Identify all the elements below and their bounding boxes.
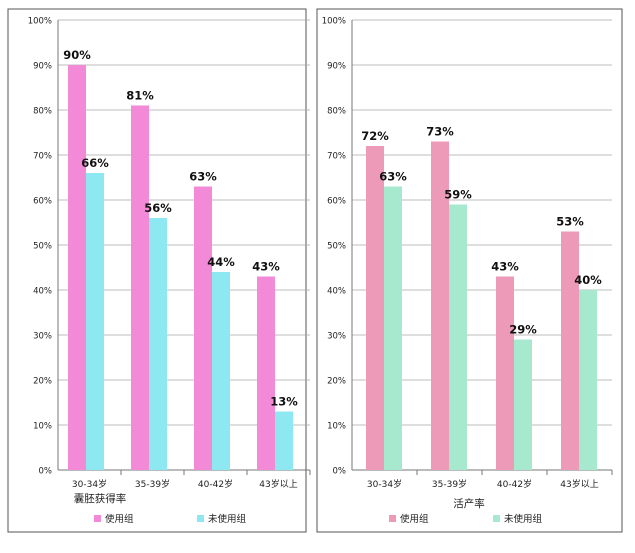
data-label: 90% — [63, 48, 91, 62]
y-tick-label: 40% — [33, 287, 52, 297]
data-label: 43% — [491, 260, 519, 274]
y-tick-label: 100% — [28, 17, 52, 27]
legend-swatch — [493, 515, 500, 522]
bar — [366, 146, 384, 470]
panel-border — [7, 8, 307, 533]
y-tick-label: 80% — [327, 107, 346, 117]
y-tick-label: 10% — [327, 422, 346, 432]
y-tick-label: 30% — [327, 332, 346, 342]
y-tick-label: 70% — [33, 152, 52, 162]
bar — [384, 186, 402, 470]
x-tick-label: 43岁以上 — [560, 478, 598, 490]
bar — [579, 290, 597, 470]
data-label: 56% — [144, 201, 172, 215]
x-tick-label: 43岁以上 — [259, 478, 297, 490]
y-tick-label: 50% — [33, 242, 52, 252]
y-tick-label: 70% — [327, 152, 346, 162]
y-tick-label: 80% — [33, 107, 52, 117]
bar — [431, 141, 449, 470]
legend-label: 使用组 — [400, 513, 429, 525]
x-tick-label: 30-34岁 — [72, 478, 107, 490]
data-label: 72% — [361, 129, 389, 143]
bar — [561, 231, 579, 470]
legend-label: 未使用组 — [504, 513, 543, 525]
y-tick-label: 60% — [327, 197, 346, 207]
x-tick-label: 35-39岁 — [432, 478, 467, 490]
x-axis-title: 活产率 — [453, 497, 485, 510]
chart-panel-2: 0% 10% 20% 30% 40% 50% 60% 70% 80% 90% 100% 72% 63% 3… — [316, 8, 623, 533]
data-label: 66% — [81, 156, 109, 170]
x-axis-title: 囊胚获得率 — [74, 492, 127, 505]
bar — [149, 218, 167, 470]
data-label: 43% — [252, 260, 280, 274]
legend-swatch — [94, 515, 101, 522]
x-tick-label: 35-39岁 — [135, 478, 170, 490]
legend-label: 使用组 — [105, 513, 134, 525]
data-label: 29% — [509, 323, 537, 337]
bar — [194, 186, 212, 470]
data-label: 44% — [207, 255, 235, 269]
bar — [86, 173, 104, 470]
legend-swatch — [197, 515, 204, 522]
data-label: 63% — [379, 170, 407, 184]
data-label: 59% — [444, 188, 472, 202]
data-label: 53% — [556, 215, 584, 229]
y-tick-label: 20% — [327, 377, 346, 387]
data-label: 63% — [189, 170, 217, 184]
y-tick-label: 90% — [33, 62, 52, 72]
bar — [257, 276, 275, 470]
y-tick-label: 10% — [33, 422, 52, 432]
legend-swatch — [389, 515, 396, 522]
y-tick-label: 30% — [33, 332, 52, 342]
bar — [131, 105, 149, 470]
data-label: 13% — [270, 395, 298, 409]
y-tick-label: 20% — [33, 377, 52, 387]
y-tick-label: 50% — [327, 242, 346, 252]
x-tick-label: 40-42岁 — [497, 478, 532, 490]
x-tick-label: 40-42岁 — [198, 478, 233, 490]
data-label: 40% — [574, 273, 602, 287]
bar — [275, 411, 293, 470]
x-tick-label: 30-34岁 — [367, 478, 402, 490]
data-label: 73% — [426, 125, 454, 139]
panel-border — [316, 8, 623, 533]
y-tick-label: 90% — [327, 62, 346, 72]
bar — [212, 272, 230, 470]
data-label: 81% — [126, 89, 154, 103]
y-tick-label: 60% — [33, 197, 52, 207]
bar — [496, 276, 514, 470]
bar — [449, 204, 467, 470]
bar — [514, 339, 532, 470]
bar — [68, 65, 86, 470]
y-tick-label: 0% — [333, 467, 347, 477]
y-tick-label: 0% — [39, 467, 53, 477]
y-tick-label: 100% — [322, 17, 346, 27]
chart-panel-1: 0% 10% 20% 30% 40% 50% 60% 70% 80% 90% 100% 90% 66% 3… — [7, 8, 311, 533]
y-tick-label: 40% — [327, 287, 346, 297]
legend-label: 未使用组 — [208, 513, 247, 525]
